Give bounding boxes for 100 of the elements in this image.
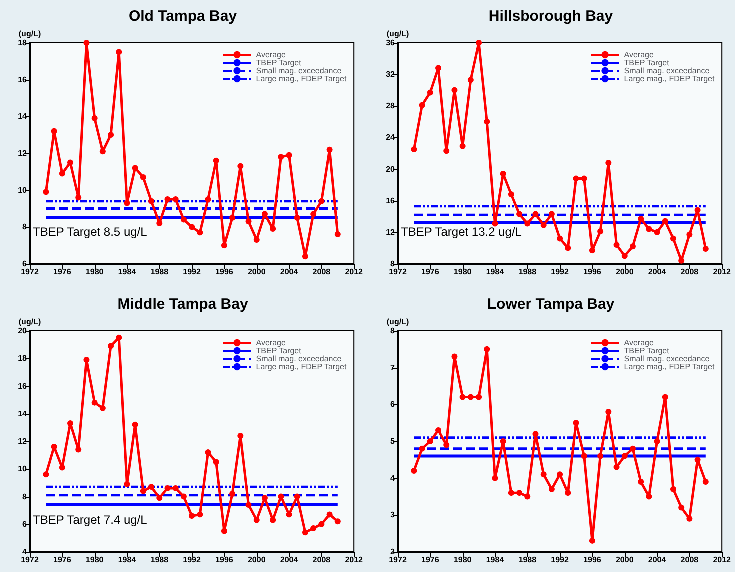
point	[76, 194, 82, 201]
point	[460, 394, 466, 400]
x-tick-label: 2004	[280, 556, 299, 564]
point	[43, 189, 50, 196]
point	[180, 216, 187, 223]
y-tick-label: 7	[390, 363, 396, 372]
point	[670, 236, 676, 242]
x-tick-label: 1992	[183, 556, 202, 564]
point	[500, 438, 506, 444]
y-tick-label: 12	[18, 437, 28, 446]
point	[84, 357, 90, 364]
y-axis-title: (ug/L)	[386, 318, 410, 326]
point	[452, 87, 458, 94]
point	[172, 196, 179, 203]
point	[452, 354, 458, 360]
legend-label: TBEP Target	[256, 58, 302, 68]
y-tick-label: 18	[18, 38, 28, 48]
legend-label: Average	[624, 338, 654, 348]
point	[638, 216, 644, 222]
point	[670, 486, 676, 492]
point	[254, 237, 260, 244]
legend-label: Large mag., FDEP Target	[256, 362, 348, 372]
point	[278, 154, 284, 160]
point	[444, 148, 450, 154]
x-tick-label: 1996	[216, 268, 234, 276]
point	[172, 485, 179, 492]
point	[532, 431, 539, 438]
x-tick-label: 1996	[584, 268, 602, 276]
point	[326, 146, 333, 153]
point	[702, 479, 709, 486]
point	[221, 528, 228, 534]
point	[302, 530, 308, 536]
point	[654, 229, 660, 236]
point	[334, 232, 341, 238]
point	[43, 472, 50, 478]
y-tick-label: 20	[386, 164, 396, 174]
point	[140, 488, 146, 494]
point	[411, 146, 418, 153]
point	[205, 196, 212, 203]
point	[630, 244, 636, 250]
point	[598, 453, 604, 460]
x-tick-label: 1972	[389, 268, 408, 276]
point	[484, 346, 490, 352]
point	[100, 148, 106, 155]
point	[148, 198, 155, 204]
point	[516, 211, 523, 218]
point	[694, 207, 701, 214]
point	[197, 230, 204, 236]
y-tick-label: 12	[386, 228, 396, 237]
point	[540, 472, 547, 478]
point	[108, 132, 114, 138]
point	[334, 518, 341, 525]
point	[606, 409, 612, 416]
point	[573, 420, 580, 426]
x-tick-label: 1984	[486, 268, 505, 276]
point	[197, 512, 204, 518]
point	[678, 504, 685, 511]
point	[622, 453, 628, 460]
point	[500, 171, 506, 178]
point	[476, 394, 482, 400]
point	[630, 446, 636, 452]
y-tick-label: 2	[390, 548, 396, 556]
chart-title: Lower Tampa Bay	[487, 296, 616, 313]
point	[419, 102, 426, 108]
point	[318, 521, 325, 528]
y-tick-label: 14	[18, 112, 28, 122]
x-tick-label: 2012	[345, 556, 364, 564]
x-tick-label: 1976	[422, 268, 440, 276]
y-axis-title: (ug/L)	[386, 30, 410, 38]
annotation: TBEP Target 7.4 ug/L	[33, 513, 148, 527]
point	[419, 446, 426, 452]
point	[573, 176, 580, 182]
point	[589, 248, 596, 254]
point	[116, 49, 122, 56]
x-tick-label: 1980	[86, 556, 104, 564]
point	[694, 456, 701, 463]
point	[156, 495, 163, 502]
point	[686, 232, 693, 238]
y-tick-label: 36	[386, 38, 396, 48]
point	[557, 236, 564, 242]
point	[124, 200, 130, 206]
x-tick-label: 2004	[280, 268, 299, 276]
annotation: TBEP Target 8.5 ug/L	[33, 225, 148, 239]
point	[565, 245, 572, 252]
point	[662, 218, 668, 224]
chart-title: Old Tampa Bay	[128, 8, 238, 25]
legend-label: Small mag. exceedance	[624, 66, 710, 76]
point	[508, 192, 514, 198]
point	[516, 490, 523, 496]
point	[318, 198, 325, 204]
legend-label: Large mag., FDEP Target	[624, 74, 716, 84]
x-tick-label: 1992	[551, 268, 570, 276]
point	[436, 65, 442, 72]
y-tick-label: 20	[18, 326, 28, 336]
x-tick-label: 2012	[713, 556, 732, 564]
point	[140, 174, 146, 180]
point	[662, 394, 668, 400]
point	[524, 220, 531, 227]
x-tick-label: 1988	[518, 556, 538, 564]
legend-label: Average	[256, 50, 286, 60]
